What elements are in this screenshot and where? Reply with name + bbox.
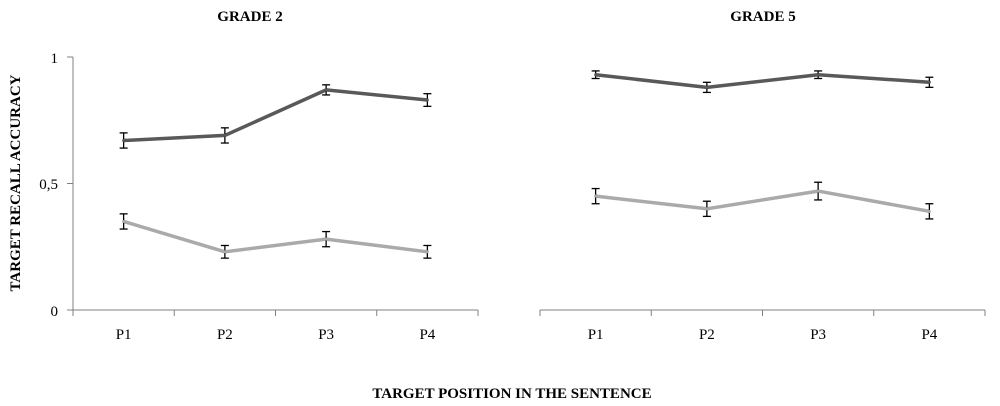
data-point (816, 189, 820, 193)
x-tick-label: P2 (699, 327, 715, 343)
panel-title-grade-2: GRADE 2 (217, 9, 282, 25)
data-point (594, 194, 598, 198)
x-tick-label: P1 (588, 327, 604, 343)
data-point (223, 133, 227, 137)
y-tick-label: 1 (51, 51, 59, 67)
x-tick-label: P4 (419, 327, 435, 343)
y-axis-title: TARGET RECALL ACCURACY (8, 74, 24, 291)
series-line (595, 189, 930, 214)
data-point (122, 219, 126, 223)
series-line (123, 219, 428, 254)
x-tick-label: P3 (810, 327, 826, 343)
data-point (927, 80, 931, 84)
x-tick-label: P1 (116, 327, 132, 343)
series-line (595, 72, 930, 90)
data-point (425, 98, 429, 102)
series-line (123, 88, 428, 143)
data-point (927, 209, 931, 213)
panel-title-grade-5: GRADE 5 (730, 9, 795, 25)
data-point (324, 237, 328, 241)
panel-grade-2: P1 P2 P3 P4 (67, 56, 479, 343)
x-tick-label: P2 (217, 327, 233, 343)
data-point (705, 207, 709, 211)
x-tick-label: P3 (318, 327, 334, 343)
data-point (122, 138, 126, 142)
data-point (425, 250, 429, 254)
data-point (594, 73, 598, 77)
data-point (223, 250, 227, 254)
data-point (816, 73, 820, 77)
y-tick-label: 0 (51, 304, 59, 320)
y-tick-label: 0,5 (39, 177, 58, 193)
data-point (324, 88, 328, 92)
data-point (705, 85, 709, 89)
panel-grade-5: P1 P2 P3 P4 (539, 70, 986, 343)
x-axis-title: TARGET POSITION IN THE SENTENCE (372, 386, 651, 402)
x-tick-label: P4 (921, 327, 937, 343)
